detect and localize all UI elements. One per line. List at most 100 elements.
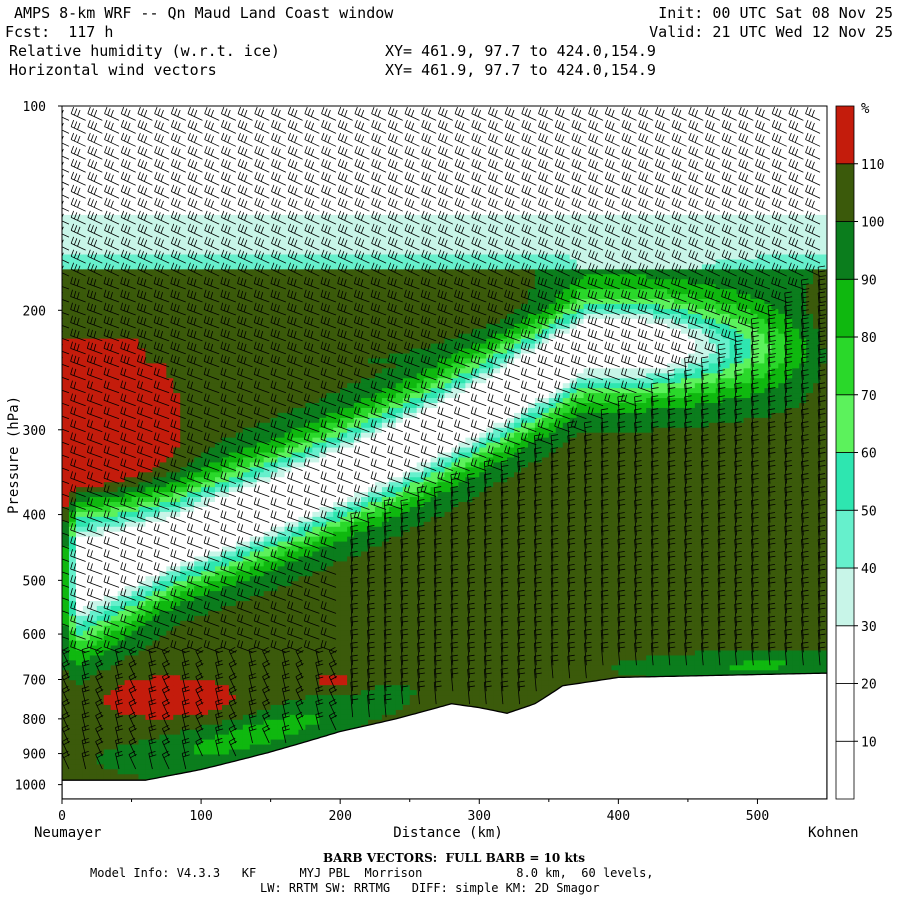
rh-cell bbox=[250, 448, 258, 454]
rh-cell bbox=[250, 750, 258, 756]
rh-cell bbox=[145, 576, 153, 582]
rh-cell bbox=[145, 294, 153, 300]
rh-cell bbox=[104, 363, 112, 369]
rh-cell bbox=[145, 349, 153, 355]
rh-cell bbox=[312, 398, 320, 404]
rh-cell bbox=[243, 329, 251, 335]
rh-cell bbox=[312, 611, 320, 617]
rh-cell bbox=[159, 383, 167, 389]
rh-cell bbox=[173, 750, 181, 756]
rh-cell bbox=[278, 740, 286, 746]
rh-cell bbox=[152, 705, 160, 711]
rh-cell bbox=[264, 606, 272, 612]
rh-cell bbox=[139, 745, 147, 751]
rh-cell bbox=[152, 680, 160, 686]
rh-cell bbox=[173, 339, 181, 345]
rh-cell bbox=[194, 457, 202, 463]
rh-cell bbox=[69, 403, 77, 409]
rh-cell bbox=[83, 354, 91, 360]
rh-cell bbox=[222, 735, 230, 741]
rh-cell bbox=[145, 433, 153, 439]
rh-cell bbox=[250, 527, 258, 533]
rh-cell bbox=[264, 591, 272, 597]
rh-cell bbox=[97, 264, 105, 270]
rh-cell bbox=[222, 695, 230, 701]
rh-cell bbox=[90, 735, 98, 741]
rh-cell bbox=[187, 611, 195, 617]
rh-cell bbox=[208, 423, 216, 429]
rh-cell bbox=[194, 527, 202, 533]
rh-cell bbox=[180, 462, 188, 468]
rh-cell bbox=[111, 710, 119, 716]
rh-cell bbox=[83, 512, 91, 518]
rh-cell bbox=[152, 324, 160, 330]
rh-cell bbox=[312, 363, 320, 369]
rh-cell bbox=[264, 631, 272, 637]
rh-cell bbox=[145, 472, 153, 478]
rh-cell bbox=[229, 358, 237, 364]
rh-cell bbox=[166, 566, 174, 572]
rh-cell bbox=[257, 378, 265, 384]
rh-cell bbox=[173, 665, 181, 671]
rh-cell bbox=[243, 289, 251, 295]
rh-cell bbox=[305, 710, 313, 716]
rh-cell bbox=[305, 725, 313, 731]
rh-cell bbox=[180, 358, 188, 364]
rh-cell bbox=[243, 631, 251, 637]
rh-cell bbox=[76, 393, 84, 399]
rh-cell bbox=[97, 126, 105, 132]
rh-cell bbox=[62, 190, 70, 196]
rh-cell bbox=[90, 457, 98, 463]
rh-cell bbox=[264, 383, 272, 389]
rh-cell bbox=[243, 482, 251, 488]
rh-cell bbox=[159, 457, 167, 463]
rh-cell bbox=[250, 116, 258, 122]
rh-cell bbox=[83, 448, 91, 454]
rh-cell bbox=[111, 393, 119, 399]
rh-cell bbox=[111, 626, 119, 632]
rh-cell bbox=[97, 190, 105, 196]
rh-cell bbox=[194, 561, 202, 567]
rh-cell bbox=[118, 141, 126, 147]
rh-cell bbox=[104, 685, 112, 691]
rh-cell bbox=[292, 428, 300, 434]
rh-cell bbox=[104, 259, 112, 265]
rh-cell bbox=[125, 695, 133, 701]
rh-cell bbox=[62, 383, 70, 389]
rh-cell bbox=[97, 304, 105, 310]
rh-cell bbox=[166, 472, 174, 478]
rh-cell bbox=[90, 314, 98, 320]
rh-cell bbox=[97, 616, 105, 622]
rh-cell bbox=[83, 126, 91, 132]
rh-cell bbox=[180, 438, 188, 444]
rh-cell bbox=[76, 665, 84, 671]
rh-cell bbox=[173, 675, 181, 681]
rh-cell bbox=[229, 631, 237, 637]
rh-cell bbox=[271, 141, 279, 147]
rh-cell bbox=[76, 695, 84, 701]
rh-cell bbox=[236, 700, 244, 706]
rh-cell bbox=[139, 655, 147, 661]
rh-cell bbox=[201, 259, 209, 265]
rh-cell bbox=[166, 665, 174, 671]
rh-cell bbox=[83, 358, 91, 364]
rh-cell bbox=[243, 576, 251, 582]
rh-cell bbox=[257, 665, 265, 671]
rh-cell bbox=[118, 324, 126, 330]
rh-cell bbox=[278, 626, 286, 632]
rh-cell bbox=[264, 547, 272, 553]
rh-cell bbox=[312, 190, 320, 196]
rh-cell bbox=[180, 106, 188, 112]
rh-cell bbox=[215, 611, 223, 617]
rh-cell bbox=[173, 715, 181, 721]
rh-cell bbox=[243, 695, 251, 701]
rh-cell bbox=[76, 368, 84, 374]
rh-cell bbox=[236, 690, 244, 696]
rh-cell bbox=[97, 497, 105, 503]
rh-cell bbox=[97, 537, 105, 543]
rh-cell bbox=[305, 571, 313, 577]
rh-cell bbox=[215, 106, 223, 112]
rh-cell bbox=[111, 537, 119, 543]
rh-cell bbox=[298, 141, 306, 147]
rh-cell bbox=[236, 720, 244, 726]
